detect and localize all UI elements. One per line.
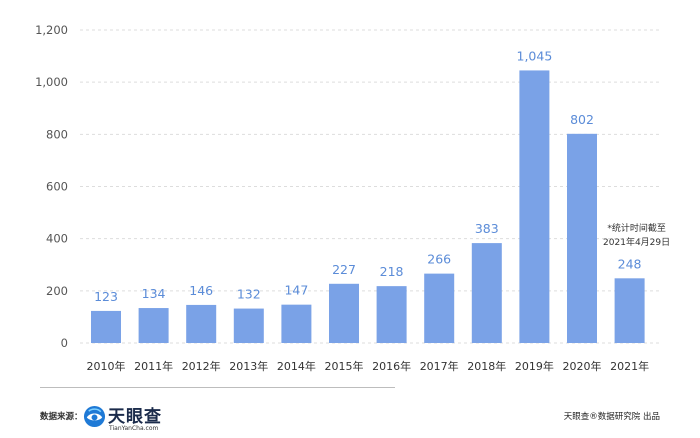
x-tick-label: 2021年 <box>610 359 649 373</box>
bar <box>376 286 407 343</box>
logo-name: 天眼查 <box>108 407 162 427</box>
credit-text: 天眼查®数据研究院 出品 <box>563 412 660 422</box>
logo-url-text: TianYanCha.com <box>109 425 159 432</box>
value-label: 248 <box>618 256 642 271</box>
bar-chart: 0 200 400 600 800 1,000 1,200 123 2010年 134 2011年 1… <box>35 23 670 373</box>
x-tick-label: 2011年 <box>134 359 173 373</box>
y-tick-label: 200 <box>46 284 68 298</box>
value-label: 123 <box>94 289 118 304</box>
bar <box>281 304 312 343</box>
value-label: 132 <box>237 287 261 302</box>
x-tick-label: 2016年 <box>372 359 411 373</box>
bar <box>471 243 502 343</box>
x-tick-label: 2010年 <box>87 359 126 373</box>
value-label: 218 <box>380 264 404 279</box>
x-tick-label: 2020年 <box>563 359 602 373</box>
y-tick-label: 400 <box>46 232 68 246</box>
data-source-label: 数据来源： <box>40 412 83 422</box>
value-label: 134 <box>142 286 166 301</box>
y-tick-label: 1,200 <box>35 23 68 37</box>
value-label: 227 <box>332 262 356 277</box>
value-label: 147 <box>284 283 308 298</box>
value-label: 1,045 <box>517 48 553 63</box>
x-tick-label: 2017年 <box>420 359 459 373</box>
x-tick-label: 2014年 <box>277 359 316 373</box>
bar <box>567 133 597 343</box>
annotation-line: *统计时间截至 <box>607 222 666 234</box>
y-tick-label: 600 <box>46 180 68 194</box>
x-tick-label: 2019年 <box>515 359 554 373</box>
bar <box>186 304 217 343</box>
bar <box>614 278 645 343</box>
bar <box>519 70 550 343</box>
value-label: 266 <box>427 252 451 267</box>
value-label: 146 <box>189 283 213 298</box>
footer-divider <box>40 387 395 388</box>
x-tick-label: 2012年 <box>182 359 221 373</box>
y-tick-label: 800 <box>46 127 68 141</box>
value-label: 383 <box>475 221 499 236</box>
bar <box>329 283 359 343</box>
x-tick-label: 2015年 <box>325 359 364 373</box>
x-tick-label: 2018年 <box>467 359 506 373</box>
bar <box>91 310 121 343</box>
y-tick-label: 1,000 <box>35 75 68 89</box>
bar <box>424 273 455 343</box>
y-tick-label: 0 <box>61 336 68 350</box>
bar <box>138 308 169 343</box>
value-label: 802 <box>570 112 594 127</box>
annotation-line: 2021年4月29日 <box>603 236 670 248</box>
tianyancha-logo-icon <box>83 405 106 428</box>
x-tick-label: 2013年 <box>229 359 268 373</box>
bar <box>233 308 264 343</box>
